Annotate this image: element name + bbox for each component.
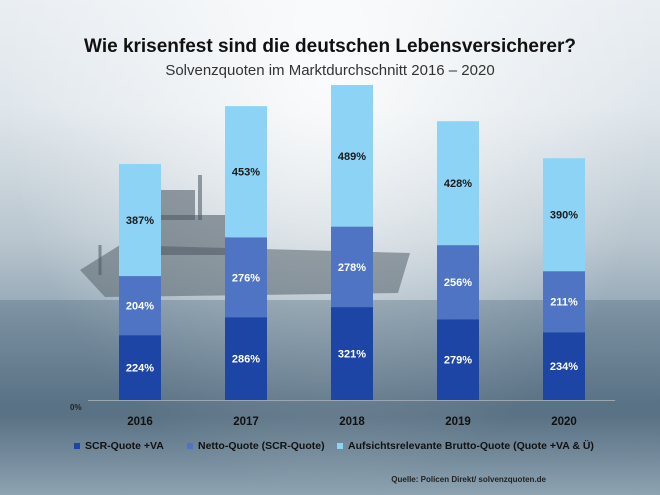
x-tick-label-2020: 2020 [551,416,577,428]
legend-item-netto: Netto-Quote (SCR-Quote) [187,440,325,452]
data-label-brutto-2017: 453% [232,167,260,179]
data-label-brutto-2018: 489% [338,151,366,163]
data-label-scr-2016: 224% [126,363,154,375]
bar-scr-2019 [437,319,479,400]
legend-label-brutto: Aufsichtsrelevante Brutto-Quote (Quote +… [348,440,594,452]
data-label-netto-2016: 204% [126,301,154,313]
bar-scr-2020 [543,332,585,400]
legend-swatch-brutto [337,443,343,450]
x-tick-label-2018: 2018 [339,416,365,428]
legend-label-scr: SCR-Quote +VA [85,440,164,452]
bar-netto-2017 [225,237,267,318]
data-label-netto-2017: 276% [232,272,260,284]
x-tick-label-2016: 2016 [127,416,153,428]
bar-netto-2020 [543,271,585,333]
bar-scr-2018 [331,307,373,400]
data-label-scr-2017: 286% [232,354,260,366]
bar-brutto-2019 [437,121,479,246]
bar-scr-2016 [119,335,161,400]
bar-scr-2017 [225,317,267,400]
y-tick-label: 0% [70,403,82,412]
data-label-brutto-2016: 387% [126,215,154,227]
legend-item-scr: SCR-Quote +VA [74,440,164,452]
data-label-scr-2018: 321% [338,349,366,361]
data-label-netto-2018: 278% [338,262,366,274]
x-tick-label-2017: 2017 [233,416,259,428]
x-tick-label-2019: 2019 [445,416,471,428]
legend-swatch-netto [187,443,193,450]
data-label-scr-2020: 234% [550,361,578,373]
bar-brutto-2020 [543,158,585,272]
source-note: Quelle: Policen Direkt/ solvenzquoten.de [391,475,546,484]
data-label-brutto-2020: 390% [550,210,578,222]
bar-brutto-2018 [331,85,373,227]
bar-brutto-2017 [225,106,267,238]
legend-item-brutto: Aufsichtsrelevante Brutto-Quote (Quote +… [337,440,594,452]
bar-brutto-2016 [119,164,161,277]
chart-title: Wie krisenfest sind die deutschen Lebens… [84,36,576,57]
data-label-netto-2020: 211% [550,297,578,309]
legend-label-netto: Netto-Quote (SCR-Quote) [198,440,325,452]
data-label-netto-2019: 256% [444,277,472,289]
data-label-brutto-2019: 428% [444,178,472,190]
bar-netto-2019 [437,245,479,320]
data-label-scr-2019: 279% [444,355,472,367]
bar-netto-2018 [331,226,373,308]
chart-subtitle: Solvenzquoten im Marktdurchschnitt 2016 … [165,62,495,79]
bar-netto-2016 [119,276,161,336]
legend-swatch-scr [74,443,80,450]
legend: SCR-Quote +VA Netto-Quote (SCR-Quote) Au… [74,440,634,456]
